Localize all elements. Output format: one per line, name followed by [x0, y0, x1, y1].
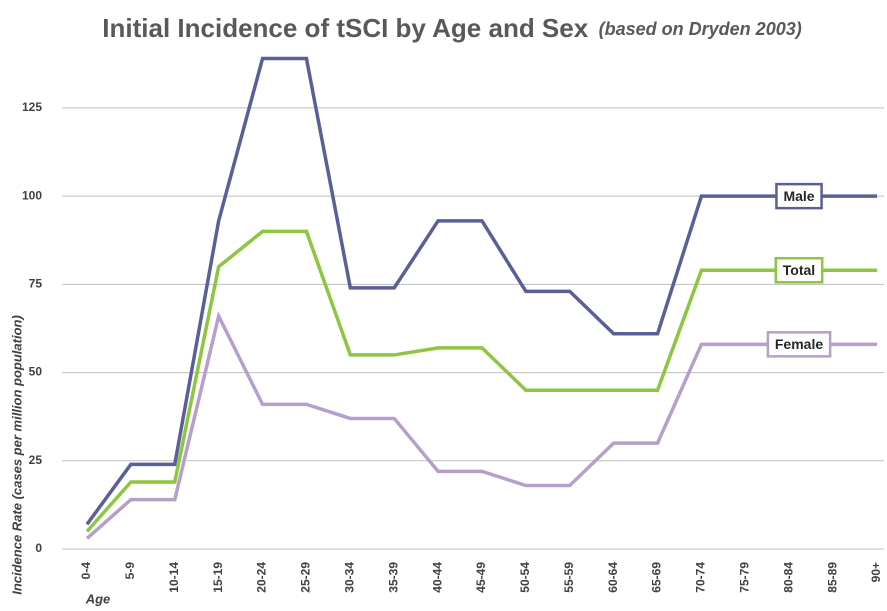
x-tick-label: 55-59 — [562, 562, 576, 593]
x-tick-label: 85-89 — [825, 562, 839, 593]
y-tick-label: 25 — [29, 453, 43, 467]
y-tick-label: 50 — [29, 365, 43, 379]
legend-box — [766, 331, 832, 358]
x-tick-label: 50-54 — [518, 562, 532, 593]
legend-entry: Total — [774, 256, 824, 284]
series-line — [85, 229, 877, 533]
y-tick-label: 125 — [22, 100, 42, 114]
x-tick-label: 70-74 — [694, 562, 708, 593]
legend-label: Female — [775, 336, 823, 352]
series-line — [85, 311, 877, 540]
x-tick-label: 75-79 — [738, 562, 752, 593]
y-tick-label: 75 — [29, 277, 43, 291]
x-tick-label: 0-4 — [79, 562, 93, 580]
legend-entry: Female — [766, 331, 832, 358]
x-tick-label: 30-34 — [343, 562, 357, 593]
x-tick-label: 35-39 — [386, 562, 400, 593]
x-tick-label: 40-44 — [430, 562, 444, 593]
legend-box — [774, 256, 824, 284]
chart-subtitle: (based on Dryden 2003) — [599, 19, 802, 39]
x-tick-label: 90+ — [869, 562, 883, 582]
chart-title: Initial Incidence of tSCI by Age and Sex — [102, 13, 588, 43]
x-tick-label: 10-14 — [167, 562, 181, 593]
x-tick-label: 15-19 — [211, 562, 225, 593]
x-tick-label: 80-84 — [781, 562, 795, 593]
legend-label: Total — [783, 262, 815, 278]
y-tick-label: 0 — [35, 541, 42, 555]
x-tick-label: 65-69 — [650, 562, 664, 593]
y-axis-label: Incidence Rate (cases per million popula… — [9, 315, 24, 595]
y-tick-label: 100 — [22, 188, 42, 202]
x-tick-label: 25-29 — [299, 562, 313, 593]
x-tick-label: 60-64 — [606, 562, 620, 593]
legend-label: Male — [783, 188, 814, 204]
x-tick-label: 20-24 — [255, 562, 269, 593]
chart-title-line: Initial Incidence of tSCI by Age and Sex… — [102, 13, 801, 43]
legend-box — [775, 182, 823, 210]
x-tick-label: 45-49 — [474, 562, 488, 593]
series-line — [85, 56, 877, 526]
x-tick-label: 5-9 — [123, 562, 137, 580]
legend-entry: Male — [775, 182, 823, 210]
x-axis-label: Age — [85, 591, 111, 606]
